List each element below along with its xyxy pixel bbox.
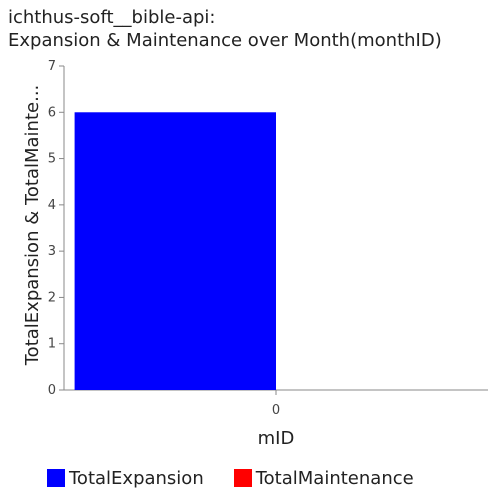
bar-totalexpansion[interactable] (74, 112, 276, 391)
chart-title: ichthus-soft__bible-api: Expansion & Mai… (8, 6, 494, 52)
y-axis-ticks: 0 1 2 3 4 5 6 7 (48, 59, 64, 398)
bars (74, 112, 276, 391)
y-tick-label: 3 (48, 244, 56, 259)
y-tick-label: 0 (48, 383, 56, 398)
y-tick-label: 2 (48, 290, 56, 305)
x-axis-label: mID (258, 428, 295, 449)
x-tick-label: 0 (272, 403, 280, 418)
y-tick-label: 1 (48, 337, 56, 352)
y-tick-label: 7 (48, 59, 56, 74)
legend-item-totalexpansion[interactable]: TotalExpansion (47, 468, 204, 489)
y-tick-label: 4 (48, 198, 56, 213)
x-axis-ticks: 0 (272, 390, 280, 418)
legend-item-totalmaintenance[interactable]: TotalMaintenance (233, 467, 414, 489)
chart-title-line-2: Expansion & Maintenance over Month(month… (8, 30, 442, 51)
legend-swatch (47, 469, 65, 487)
legend-label: TotalMaintenance (255, 467, 414, 489)
y-axis-label: TotalExpansion & TotalMainte... (22, 85, 43, 367)
y-tick-label: 5 (48, 152, 56, 167)
chart-title-line-1: ichthus-soft__bible-api: (8, 7, 216, 28)
legend-label: TotalExpansion (69, 467, 204, 489)
y-tick-label: 6 (48, 105, 56, 120)
legend: TotalExpansion TotalMaintenance (47, 466, 444, 490)
legend-swatch (233, 469, 252, 487)
